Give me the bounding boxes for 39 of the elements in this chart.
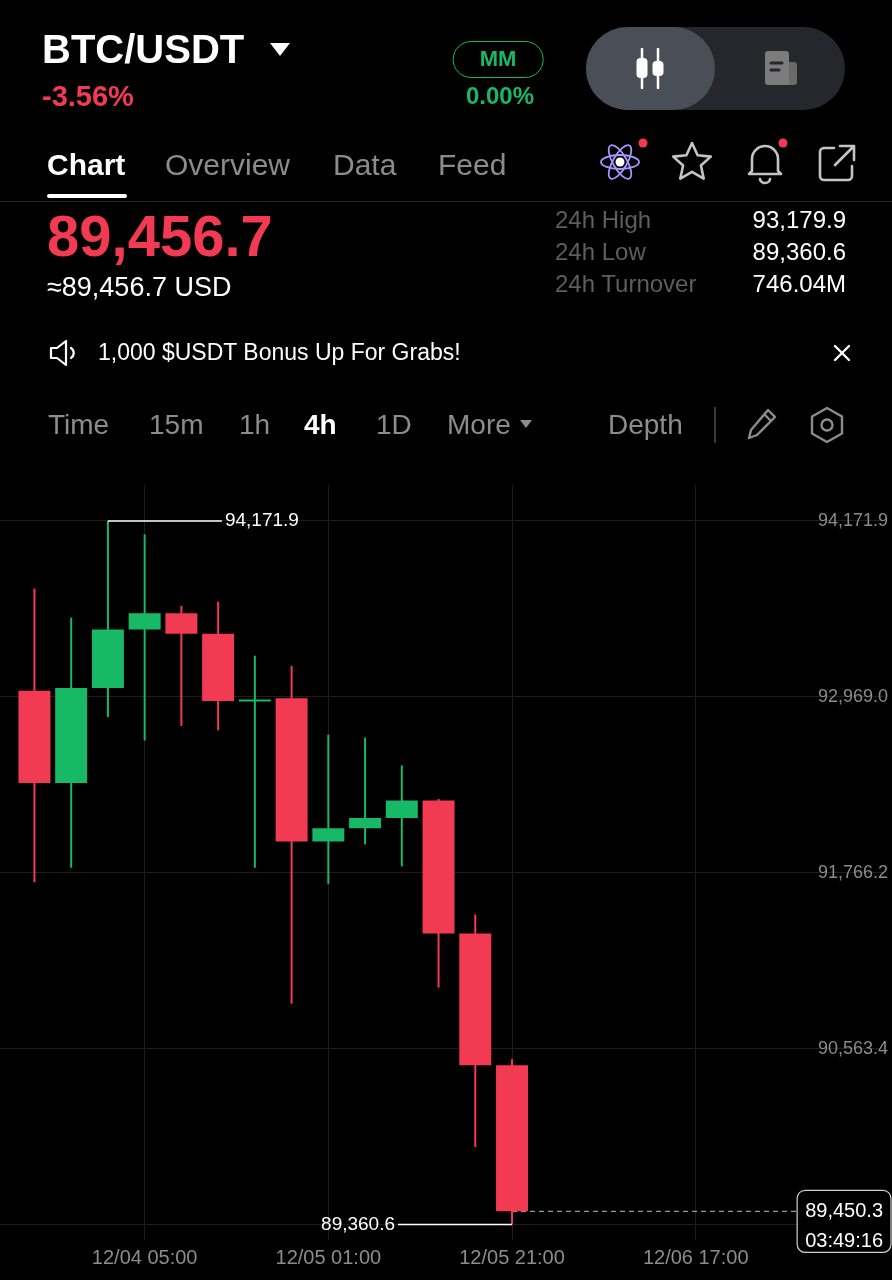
chart-subtitle: -3.56% [42,80,134,113]
annotation: 94,171.9 [224,509,299,531]
text: 24h High [555,205,652,233]
text: Data [333,147,397,181]
candlestick [312,734,345,884]
text: 93,179.9 [752,205,846,233]
text: 1h [239,409,271,441]
text: 1D [376,409,412,441]
ref-line-label: 89,450.3 03:49:16 [805,1198,883,1251]
text: 89,360.6 [752,237,846,265]
annotation: 89,360.6 [321,1212,396,1234]
text: More [447,409,511,441]
text: 15m [149,409,204,441]
text: Time [48,409,110,441]
candlestick [349,737,382,845]
text: 746.04M [752,269,846,297]
text: 0.00% [465,81,535,109]
y-tick-label: 94,171.9 [817,509,888,530]
text: 1,000 $USDT Bonus Up For Grabs! [98,338,461,365]
candlestick [128,534,161,741]
chart-title: BTC/USDT [42,27,245,72]
x-tick-label: 12/05 01:00 [275,1245,382,1268]
text: 24h Low [555,237,646,265]
y-tick-label: 92,969.0 [817,685,888,706]
candlestick [238,655,271,868]
y-tick-label: 91,766.2 [817,861,888,882]
text: 89,456.7 [47,202,273,268]
text: ≈89,456.7 USD [47,272,232,303]
x-tick-label: 12/05 21:00 [459,1245,565,1268]
x-tick-label: 12/06 17:00 [642,1245,749,1268]
text: Chart [47,147,126,181]
text: 4h [304,409,337,441]
text: Depth [608,409,683,441]
x-tick-label: 12/04 05:00 [91,1245,198,1268]
text: MM [452,40,544,78]
text: Overview [165,147,291,181]
y-tick-label: 90,563.4 [817,1037,888,1058]
text: 24h Turnover [555,269,697,297]
text: Feed [438,147,507,181]
